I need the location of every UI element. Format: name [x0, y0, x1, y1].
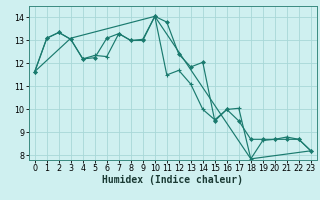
- X-axis label: Humidex (Indice chaleur): Humidex (Indice chaleur): [102, 175, 243, 185]
